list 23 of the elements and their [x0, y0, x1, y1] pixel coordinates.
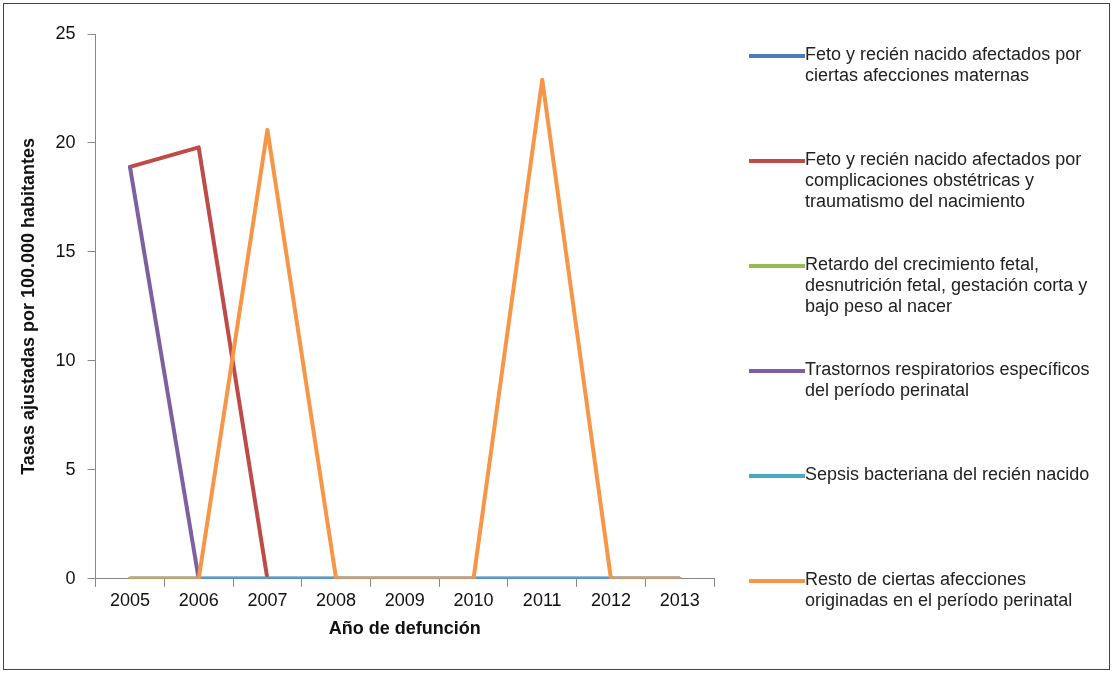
y-tick-label: 0 [65, 567, 76, 588]
x-tick-label: 2013 [659, 589, 700, 610]
x-axis-title: Año de defunción [328, 618, 481, 639]
y-tick-label: 20 [55, 131, 76, 152]
x-tick-label: 2011 [522, 589, 562, 610]
x-tick-label: 2008 [316, 589, 357, 610]
y-tick-label: 5 [65, 458, 76, 479]
y-axis-title: Tasas ajustadas por 100.000 habitantes [17, 137, 38, 475]
legend-label: Feto y recién nacido afectados por complicaciones obstétricas y traumatismo del nacimiento [805, 149, 1083, 212]
x-tick-label: 2007 [247, 589, 288, 610]
x-tick-label: 2010 [453, 589, 494, 610]
x-tick-label: 2009 [384, 589, 425, 610]
legend-label: Feto y recién nacido afectados por ciertas afecciones maternas [805, 44, 1083, 86]
x-tick-label: 2006 [178, 589, 219, 610]
y-tick-label: 15 [55, 240, 76, 261]
y-tick-label: 25 [55, 22, 76, 43]
legend-label: Retardo del crecimiento fetal, desnutrición fetal, gestación corta y bajo peso al nacer [805, 254, 1089, 317]
legend-label: Resto de ciertas afecciones originadas en el período perinatal [805, 569, 1074, 611]
legend-label: Trastornos respiratorios específicos del período perinatal [805, 359, 1091, 401]
y-tick-label: 10 [55, 349, 76, 370]
legend-label: Sepsis bacteriana del recién nacido [805, 464, 1091, 485]
x-tick-label: 2012 [590, 589, 631, 610]
x-tick-label: 2005 [109, 589, 150, 610]
